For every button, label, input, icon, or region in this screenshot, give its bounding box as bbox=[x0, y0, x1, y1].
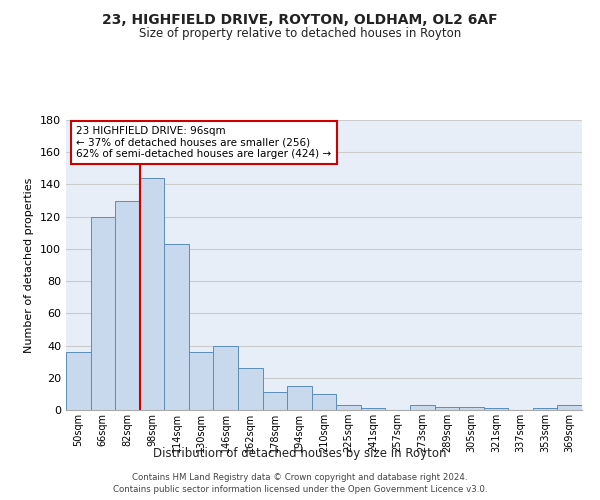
Text: Distribution of detached houses by size in Royton: Distribution of detached houses by size … bbox=[153, 448, 447, 460]
Bar bbox=[263, 392, 287, 410]
Text: 23, HIGHFIELD DRIVE, ROYTON, OLDHAM, OL2 6AF: 23, HIGHFIELD DRIVE, ROYTON, OLDHAM, OL2… bbox=[102, 12, 498, 26]
Bar bbox=[140, 178, 164, 410]
Text: Contains HM Land Registry data © Crown copyright and database right 2024.: Contains HM Land Registry data © Crown c… bbox=[132, 472, 468, 482]
Text: Size of property relative to detached houses in Royton: Size of property relative to detached ho… bbox=[139, 28, 461, 40]
Bar bbox=[533, 408, 557, 410]
Bar bbox=[557, 405, 582, 410]
Y-axis label: Number of detached properties: Number of detached properties bbox=[25, 178, 34, 352]
Bar bbox=[459, 407, 484, 410]
Bar bbox=[434, 407, 459, 410]
Bar bbox=[312, 394, 336, 410]
Bar bbox=[484, 408, 508, 410]
Bar bbox=[91, 216, 115, 410]
Bar bbox=[115, 200, 140, 410]
Bar bbox=[238, 368, 263, 410]
Bar bbox=[336, 405, 361, 410]
Bar bbox=[361, 408, 385, 410]
Bar bbox=[214, 346, 238, 410]
Bar bbox=[164, 244, 189, 410]
Text: 23 HIGHFIELD DRIVE: 96sqm
← 37% of detached houses are smaller (256)
62% of semi: 23 HIGHFIELD DRIVE: 96sqm ← 37% of detac… bbox=[76, 126, 331, 159]
Text: Contains public sector information licensed under the Open Government Licence v3: Contains public sector information licen… bbox=[113, 485, 487, 494]
Bar bbox=[66, 352, 91, 410]
Bar bbox=[287, 386, 312, 410]
Bar bbox=[189, 352, 214, 410]
Bar bbox=[410, 405, 434, 410]
